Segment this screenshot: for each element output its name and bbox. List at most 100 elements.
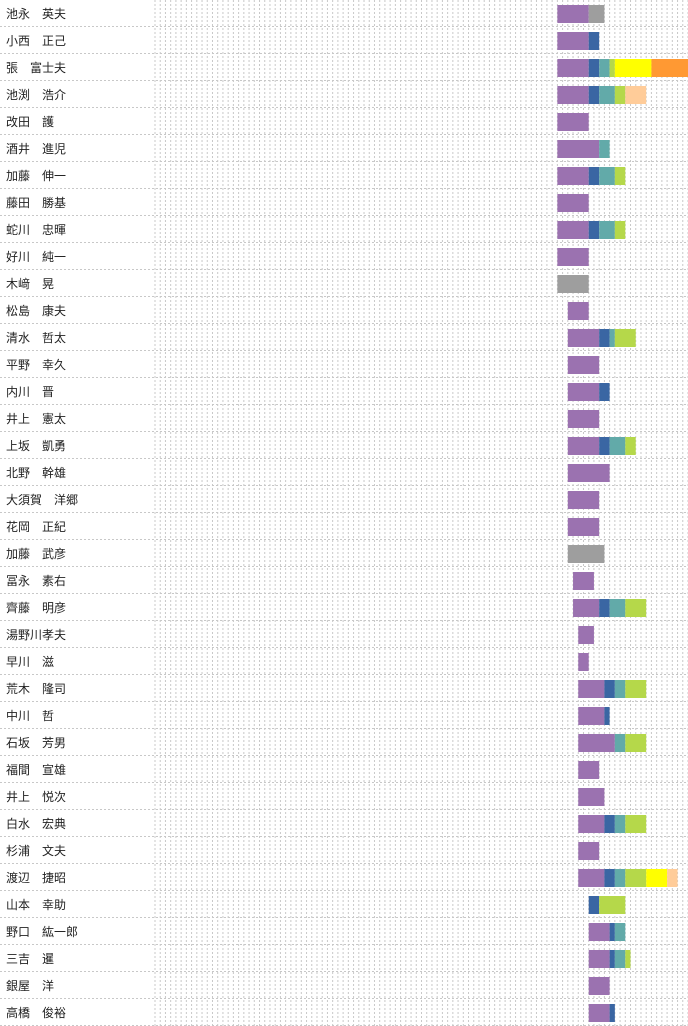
- row-name-label: 酒井 進児: [6, 142, 66, 156]
- row-name-label: 湯野川孝夫: [6, 628, 66, 642]
- bar-segment-navy: [599, 437, 610, 455]
- bar-segment-purple: [578, 761, 600, 779]
- row-name-label: 平野 幸久: [6, 358, 66, 372]
- bar-segment-purple: [557, 113, 589, 131]
- bar-segment-lime: [625, 599, 647, 617]
- bar-segment-navy: [604, 680, 615, 698]
- bar-segment-lime: [625, 734, 647, 752]
- bar-segment-purple: [557, 5, 589, 23]
- bar-segment-purple: [567, 491, 600, 509]
- bar-segment-lime: [625, 680, 647, 698]
- bar-segment-purple: [557, 194, 589, 212]
- bar-segment-purple: [567, 437, 600, 455]
- row-name-label: 加藤 伸一: [6, 169, 66, 183]
- bar-segment-teal: [599, 167, 615, 185]
- bar-segment-teal: [599, 86, 615, 104]
- bar-segment-navy: [604, 707, 610, 725]
- bar-segment-purple: [578, 653, 589, 671]
- bar-segment-lime: [625, 869, 647, 887]
- bar-segment-purple: [573, 599, 600, 617]
- row-name-label: 清水 哲太: [6, 330, 66, 345]
- bar-segment-purple: [578, 842, 600, 860]
- row-name-label: 山本 幸助: [6, 898, 66, 912]
- bar-segment-purple: [578, 869, 605, 887]
- bar-segment-purple: [557, 167, 589, 185]
- bar-segment-purple: [567, 518, 600, 536]
- bar-segment-purple: [557, 32, 589, 50]
- bar-segment-purple: [557, 248, 589, 266]
- bar-segment-gray: [567, 545, 605, 563]
- bar-segment-yellow: [614, 59, 652, 77]
- row-name-label: 石坂 芳男: [6, 736, 66, 750]
- row-name-label: 上坂 凱勇: [6, 439, 66, 453]
- row-name-label: 井上 悦次: [6, 790, 66, 804]
- bar-segment-purple: [578, 707, 605, 725]
- bar-segment-navy: [599, 383, 610, 401]
- row-name-label: 銀屋 洋: [6, 978, 54, 993]
- row-name-label: 張 富士夫: [6, 60, 66, 75]
- bar-segment-gray: [557, 275, 589, 293]
- row-name-label: 小西 正己: [6, 34, 66, 48]
- bar-segment-navy: [588, 86, 600, 104]
- row-name-label: 花岡 正紀: [6, 519, 66, 534]
- bar-segment-teal: [614, 734, 626, 752]
- row-name-label: 冨永 素右: [6, 573, 66, 588]
- bar-segment-lime: [614, 329, 636, 347]
- row-name-label: 高橋 俊裕: [6, 1005, 66, 1020]
- bar-segment-peach: [625, 86, 647, 104]
- row-name-label: 大須賀 洋郷: [6, 492, 78, 507]
- bar-segment-navy: [588, 32, 600, 50]
- row-name-label: 松島 康夫: [6, 303, 66, 318]
- bar-segment-navy: [609, 923, 615, 941]
- bar-segment-teal: [614, 815, 626, 833]
- bar-segment-purple: [588, 977, 610, 995]
- bar-segments: [557, 5, 688, 1022]
- bar-segment-purple: [567, 302, 589, 320]
- bar-segment-purple: [578, 788, 605, 806]
- bar-segment-purple: [567, 329, 600, 347]
- bar-segment-teal: [614, 923, 626, 941]
- bar-segment-purple: [567, 356, 600, 374]
- bar-segment-navy: [588, 167, 600, 185]
- bar-segment-teal: [614, 869, 626, 887]
- bar-segment-purple: [567, 410, 600, 428]
- bar-segment-navy: [599, 599, 610, 617]
- bar-segment-purple: [557, 59, 589, 77]
- row-name-label: 北野 幹雄: [6, 465, 66, 480]
- bar-segment-teal: [614, 950, 626, 968]
- row-name-label: 三吉 暹: [6, 952, 54, 966]
- bar-segment-teal: [599, 59, 610, 77]
- bar-segment-purple: [557, 221, 589, 239]
- row-name-label: 改田 護: [6, 114, 54, 129]
- row-name-label: 井上 憲太: [6, 411, 66, 426]
- row-name-label: 内川 晋: [6, 385, 54, 399]
- row-name-label: 好川 純一: [6, 250, 66, 264]
- bar-segment-teal: [609, 437, 626, 455]
- row-name-label: 渡辺 捷昭: [6, 870, 66, 885]
- bar-segment-navy: [599, 329, 610, 347]
- row-name-label: 藤田 勝基: [6, 195, 66, 210]
- bar-segment-peach: [667, 869, 678, 887]
- bar-segment-lime: [614, 86, 626, 104]
- bar-segment-lime: [614, 221, 626, 239]
- bar-segment-teal: [609, 329, 615, 347]
- bar-segment-purple: [588, 923, 610, 941]
- row-name-label: 池渕 浩介: [6, 88, 66, 102]
- bar-segment-teal: [614, 680, 626, 698]
- row-name-label: 加藤 武彦: [6, 546, 66, 561]
- bar-segment-lime: [609, 59, 615, 77]
- row-name-label: 木﨑 晃: [6, 276, 54, 291]
- bar-segment-navy: [588, 896, 600, 914]
- row-name-label: 福間 宣雄: [6, 762, 66, 777]
- row-name-label: 中川 哲: [6, 708, 54, 723]
- row-dividers: [0, 26, 688, 1026]
- bar-segment-purple: [557, 86, 589, 104]
- row-name-label: 早川 滋: [6, 655, 54, 669]
- row-name-label: 白水 宏典: [6, 816, 66, 831]
- bar-segment-navy: [609, 1004, 615, 1022]
- row-name-label: 池永 英夫: [6, 7, 66, 21]
- bar-segment-purple: [588, 950, 610, 968]
- bar-segment-purple: [557, 140, 600, 158]
- bar-segment-purple: [578, 680, 605, 698]
